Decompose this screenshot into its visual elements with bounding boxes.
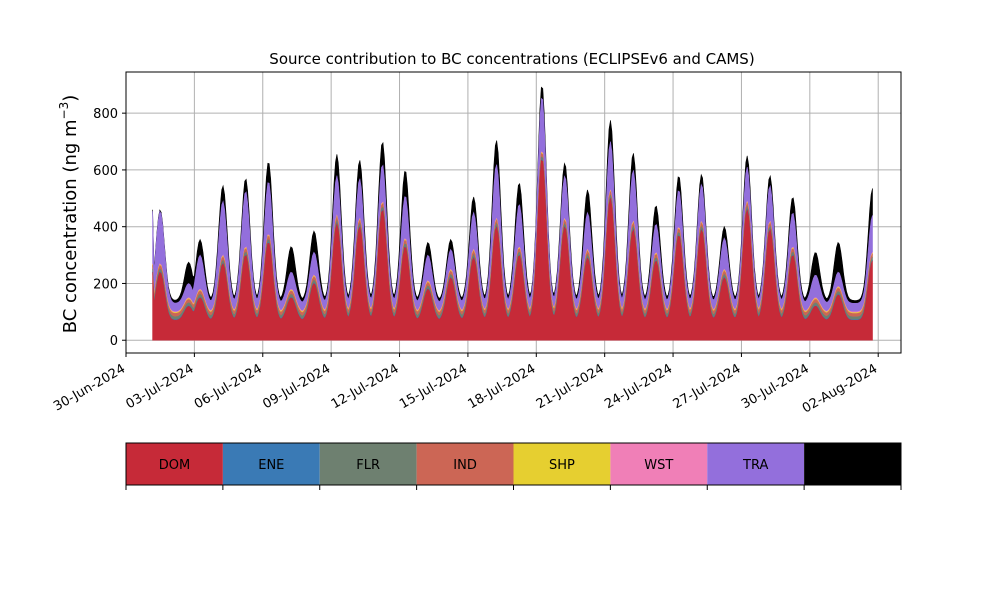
x-tick-label: 12-Jul-2024 — [329, 361, 402, 412]
legend-label-wst: WST — [644, 458, 673, 473]
legend-swatch-ind — [416, 443, 514, 485]
y-axis-label: BC concentration (ng m−3) — [57, 95, 81, 334]
stacked-areas — [152, 86, 873, 341]
x-tick-label: 06-Jul-2024 — [192, 361, 265, 412]
x-tick-label: 30-Jun-2024 — [51, 361, 128, 414]
legend-label-ene: ENE — [258, 458, 284, 473]
y-tick-label: 600 — [93, 164, 118, 179]
legend: DOM ENE FLR IND SHP WST TRA BB — [125, 442, 902, 490]
y-axis: 0 200 400 600 800 — [93, 107, 126, 349]
legend-swatch-shp — [513, 443, 611, 485]
legend-swatch-dom — [126, 443, 223, 485]
y-tick-label: 0 — [110, 334, 118, 349]
x-tick-label: 24-Jul-2024 — [602, 361, 675, 412]
legend-swatch-tra — [707, 443, 805, 485]
legend-label-flr: FLR — [356, 458, 380, 473]
x-tick-label: 21-Jul-2024 — [534, 361, 607, 412]
y-tick-label: 800 — [93, 107, 118, 122]
legend-swatch-bb — [804, 443, 901, 485]
legend-swatch-flr — [319, 443, 417, 485]
legend-swatch-ene — [222, 443, 320, 485]
legend-label-ind: IND — [453, 458, 477, 473]
legend-label-bb: BB — [844, 458, 862, 473]
y-tick-label: 200 — [93, 277, 118, 292]
x-axis: 30-Jun-202403-Jul-202406-Jul-202409-Jul-… — [51, 353, 880, 417]
plot-frame — [125, 71, 902, 354]
legend-swatch-wst — [610, 443, 708, 485]
chart-title: Source contribution to BC concentrations… — [269, 50, 754, 68]
x-tick-label: 27-Jul-2024 — [671, 361, 744, 412]
legend-label-shp: SHP — [549, 458, 575, 473]
x-tick-label: 15-Jul-2024 — [397, 361, 470, 412]
x-tick-label: 09-Jul-2024 — [260, 361, 333, 412]
x-tick-label: 18-Jul-2024 — [465, 361, 538, 412]
area-dom — [152, 159, 873, 341]
y-tick-label: 400 — [93, 221, 118, 236]
x-tick-label: 02-Aug-2024 — [800, 361, 880, 416]
x-tick-label: 03-Jul-2024 — [124, 361, 197, 412]
legend-label-tra: TRA — [742, 458, 768, 473]
legend-label-dom: DOM — [159, 458, 190, 473]
